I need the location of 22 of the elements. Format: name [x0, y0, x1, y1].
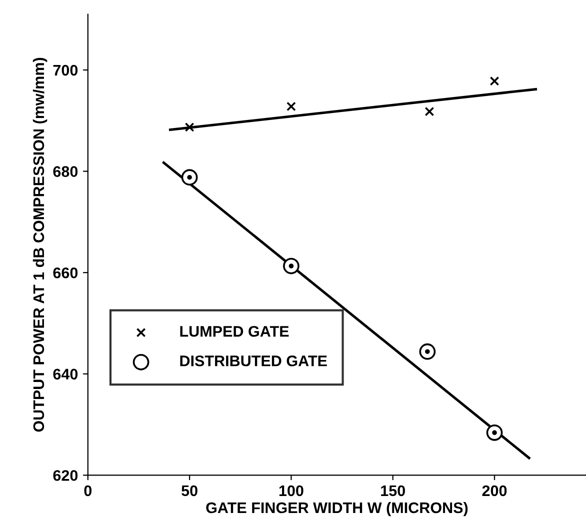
point — [286, 102, 296, 112]
point — [181, 169, 198, 186]
x-tick-label: 150 — [381, 485, 405, 496]
x-tick-label: 0 — [84, 485, 92, 496]
y-tick-label: 660 — [53, 267, 78, 278]
x-tick-label: 100 — [279, 485, 304, 496]
legend-label: DISTRIBUTED GATE — [180, 355, 327, 366]
x-tick-label: 200 — [482, 485, 507, 496]
point — [419, 343, 436, 360]
x-axis-title: GATE FINGER WIDTH W (MICRONS) — [206, 502, 468, 516]
point — [486, 424, 503, 441]
point — [490, 76, 500, 86]
y-tick-label: 680 — [53, 166, 78, 177]
point — [424, 106, 434, 116]
y-tick-label: 700 — [53, 64, 78, 76]
x-tick-label: 50 — [182, 485, 198, 496]
y-tick-label: 620 — [53, 470, 78, 481]
point — [184, 122, 194, 132]
legend-label: LUMPED GATE — [180, 326, 289, 337]
y-tick-label: 640 — [53, 368, 78, 380]
point — [283, 258, 300, 274]
y-axis-title: OUTPUT POWER AT 1 dB COMPRESSION (mw/mm) — [32, 58, 48, 432]
